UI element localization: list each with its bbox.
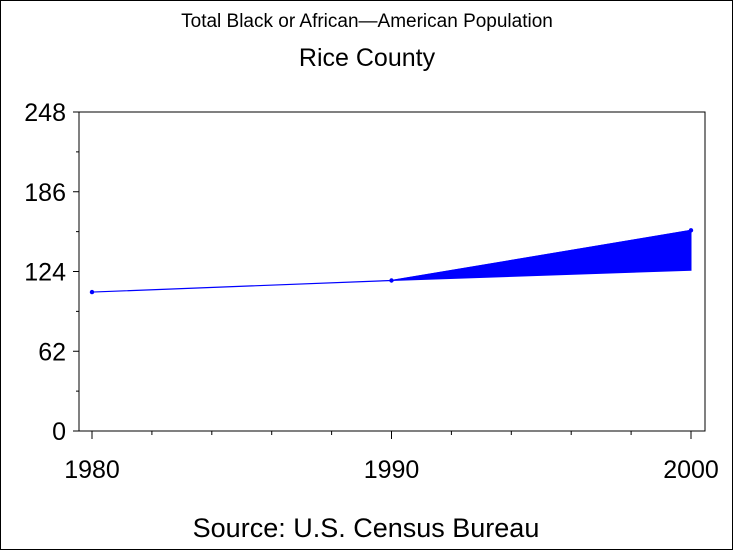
data-point <box>389 278 394 283</box>
chart-title: Total Black or African—American Populati… <box>181 11 553 32</box>
data-point <box>89 289 95 295</box>
y-tick-label: 124 <box>24 259 66 287</box>
data-point <box>688 228 694 233</box>
series-layer <box>89 228 694 295</box>
x-axis: 1980 1990 2000 <box>64 431 719 484</box>
y-tick-label: 186 <box>24 179 66 207</box>
y-tick-label: 248 <box>24 99 66 127</box>
x-tick-label: 1990 <box>364 456 420 484</box>
x-tick-label: 1980 <box>64 456 120 484</box>
y-axis: 0 62 124 186 248 <box>24 99 79 446</box>
y-tick-label: 62 <box>38 338 66 366</box>
x-tick-label: 2000 <box>663 456 719 484</box>
chart-subtitle: Rice County <box>299 44 436 72</box>
y-tick-label: 0 <box>52 418 66 446</box>
source-footnote: Source: U.S. Census Bureau <box>193 513 540 543</box>
